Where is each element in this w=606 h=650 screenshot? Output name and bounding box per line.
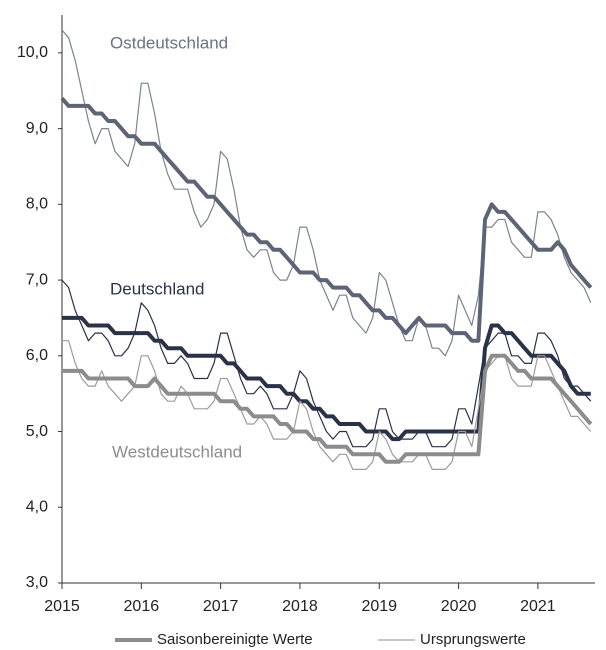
y-tick-label: 9,0 (26, 120, 48, 137)
legend-label: Saisonbereinigte Werte (157, 631, 313, 648)
x-tick-label: 2017 (203, 598, 239, 615)
y-tick-label: 6,0 (26, 347, 48, 364)
x-tick-label: 2019 (361, 598, 397, 615)
x-tick-label: 2015 (44, 598, 80, 615)
x-tick-label: 2018 (282, 598, 318, 615)
x-tick-label: 2020 (441, 598, 477, 615)
y-tick-label: 3,0 (26, 574, 48, 591)
annotation: Ostdeutschland (110, 33, 228, 52)
adjusted-line (60, 96, 593, 343)
x-tick-label: 2021 (520, 598, 556, 615)
legend-label: Ursprungswerte (420, 631, 526, 648)
annotation: Westdeutschland (112, 442, 242, 461)
y-tick-label: 7,0 (26, 271, 48, 288)
adjusted-line (62, 315, 591, 442)
y-tick-label: 4,0 (26, 498, 48, 515)
x-tick-label: 2016 (124, 598, 160, 615)
y-tick-label: 5,0 (26, 423, 48, 440)
adjusted-line (62, 353, 593, 464)
original-line (61, 29, 592, 357)
y-tick-label: 8,0 (26, 196, 48, 213)
y-tick-label: 10,0 (17, 44, 48, 61)
annotation: Deutschland (110, 279, 205, 298)
